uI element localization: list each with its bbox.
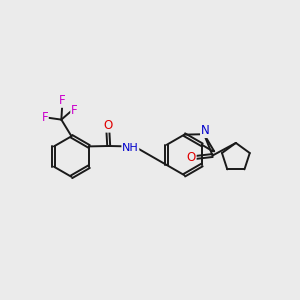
Text: F: F (41, 111, 48, 124)
Text: F: F (71, 104, 77, 117)
Text: NH: NH (122, 143, 139, 153)
Text: O: O (103, 119, 112, 132)
Text: N: N (201, 124, 209, 137)
Text: F: F (59, 94, 66, 107)
Text: O: O (187, 151, 196, 164)
